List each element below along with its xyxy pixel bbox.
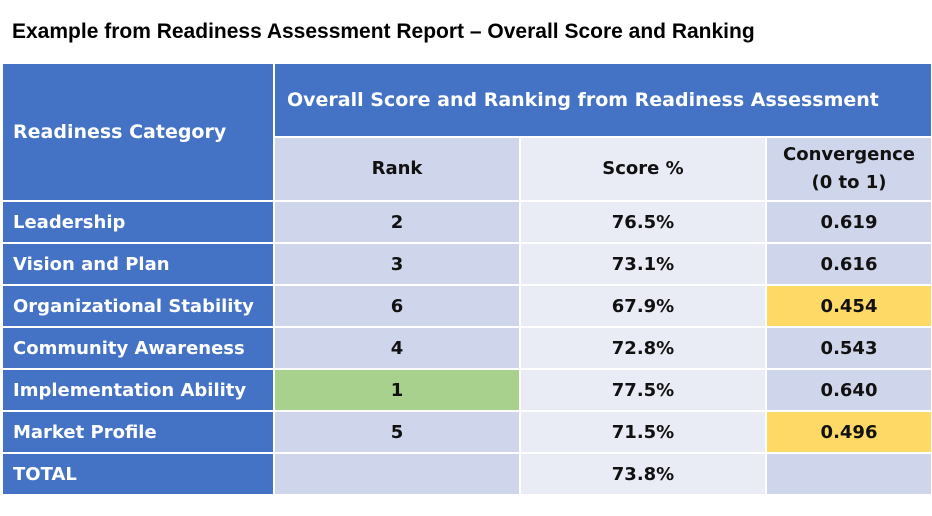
row-category: Organizational Stability <box>1 284 275 328</box>
row-convergence: 0.616 <box>764 242 932 286</box>
row-rank: 2 <box>273 200 521 244</box>
convergence-header-line1: Convergence <box>783 144 916 165</box>
page-title: Example from Readiness Assessment Report… <box>12 20 755 43</box>
total-rank <box>273 452 521 496</box>
header-row-columns: Rank Score % Convergence (0 to 1) <box>2 136 932 202</box>
row-score: 67.9% <box>519 284 767 328</box>
row-rank: 6 <box>273 284 521 328</box>
row-convergence: 0.619 <box>764 200 932 244</box>
row-score: 76.5% <box>519 200 767 244</box>
row-rank: 5 <box>273 410 521 454</box>
total-label: TOTAL <box>1 452 275 496</box>
score-header: Score % <box>519 136 767 202</box>
rank-header: Rank <box>273 136 521 202</box>
row-rank: 4 <box>273 326 521 370</box>
table-row: Leadership 2 76.5% 0.619 <box>1 200 932 244</box>
row-score: 73.1% <box>519 242 767 286</box>
row-score: 77.5% <box>519 368 767 412</box>
convergence-header: Convergence (0 to 1) <box>764 136 932 202</box>
row-category: Implementation Ability <box>1 368 275 412</box>
row-convergence-highlight: 0.496 <box>764 410 932 454</box>
row-category: Leadership <box>1 200 275 244</box>
table-row: Market Profile 5 71.5% 0.496 <box>1 410 932 454</box>
row-category: Community Awareness <box>1 326 275 370</box>
total-row: TOTAL 73.8% <box>1 452 932 496</box>
header-row-group: Readiness Category Overall Score and Ran… <box>1 62 932 202</box>
row-convergence-highlight: 0.454 <box>764 284 932 328</box>
table-row: Organizational Stability 6 67.9% 0.454 <box>1 284 932 328</box>
total-convergence <box>764 452 932 496</box>
group-header: Overall Score and Ranking from Readiness… <box>272 62 932 138</box>
row-rank: 3 <box>273 242 521 286</box>
row-score: 71.5% <box>519 410 767 454</box>
total-score: 73.8% <box>519 452 767 496</box>
row-rank-highlight: 1 <box>273 368 521 412</box>
row-category: Vision and Plan <box>1 242 275 286</box>
row-category: Market Profile <box>1 410 275 454</box>
convergence-header-line2: (0 to 1) <box>811 172 887 193</box>
readiness-table: Readiness Category Overall Score and Ran… <box>1 62 932 496</box>
table-row: Vision and Plan 3 73.1% 0.616 <box>1 242 932 286</box>
table-row: Community Awareness 4 72.8% 0.543 <box>1 326 932 370</box>
table-row: Implementation Ability 1 77.5% 0.640 <box>1 368 932 412</box>
row-convergence: 0.640 <box>764 368 932 412</box>
category-header: Readiness Category <box>1 62 275 202</box>
row-score: 72.8% <box>519 326 767 370</box>
row-convergence: 0.543 <box>764 326 932 370</box>
